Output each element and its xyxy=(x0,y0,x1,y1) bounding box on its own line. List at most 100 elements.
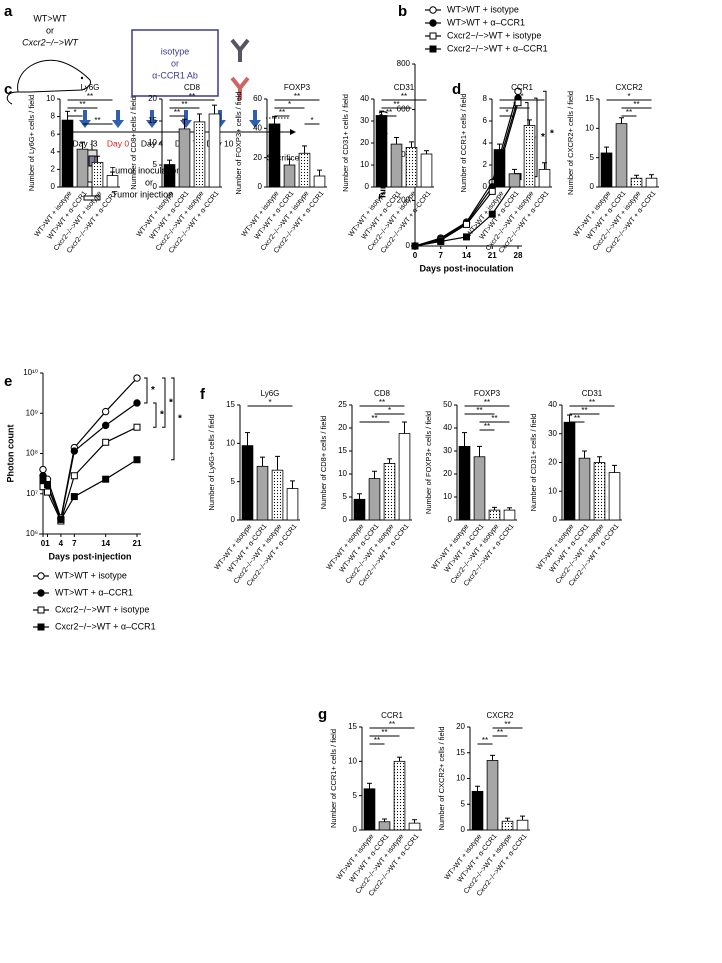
series-line xyxy=(42,459,138,521)
marker xyxy=(488,210,496,218)
bar xyxy=(501,820,514,831)
y-tick-label: 20 xyxy=(148,94,157,103)
y-tick-label: 4 xyxy=(483,138,488,147)
y-axis-label: Number of FOXP3+ cells / field xyxy=(424,411,433,514)
y-axis-label: Number of FOXP3+ cells / field xyxy=(234,91,243,194)
significance-label: ** xyxy=(181,100,187,109)
y-tick-label: 15 xyxy=(348,722,357,731)
significance-label: ** xyxy=(393,100,399,109)
y-tick-label: 0 xyxy=(343,515,348,524)
y-tick-label: 10 xyxy=(46,94,55,103)
marker xyxy=(70,472,78,480)
y-tick-label: 6 xyxy=(483,116,488,125)
y-tick-label: 0 xyxy=(553,515,558,524)
y-tick-label: 10 xyxy=(348,756,357,765)
y-tick-label: 30 xyxy=(548,429,557,438)
bar xyxy=(645,177,658,188)
legend-marker xyxy=(429,19,437,27)
x-tick-label: 1 xyxy=(45,539,50,548)
legend-label: WT>WT + α–CCR1 xyxy=(447,17,525,27)
bar xyxy=(298,152,311,188)
significance-label: ** xyxy=(294,92,300,101)
legend-label: Cxcr2−/−>WT + isotype xyxy=(55,604,149,614)
bar xyxy=(538,168,551,188)
marker xyxy=(411,242,419,250)
significance-bracket xyxy=(162,377,166,428)
marker xyxy=(57,515,65,523)
y-tick-label: 6 xyxy=(51,129,56,138)
bar xyxy=(271,469,284,521)
panel-label: c xyxy=(4,81,12,98)
chart-title: CCR1 xyxy=(511,83,533,92)
bar xyxy=(208,113,221,188)
marker xyxy=(39,465,47,474)
y-tick-label: 10⁹ xyxy=(26,408,38,417)
significance-label: * xyxy=(169,397,173,408)
y-tick-label: 0 xyxy=(365,182,370,191)
x-tick-label: 0 xyxy=(413,251,418,260)
marker xyxy=(133,456,141,464)
chart: 0 5 10 15 20 25 CD8 Number of CD8+ cells / fiel… xyxy=(319,389,412,588)
y-tick-label: 15 xyxy=(148,116,157,125)
group-label: WT>WT xyxy=(33,13,67,23)
x-tick-label: 14 xyxy=(101,539,110,548)
chart-title: CXCR2 xyxy=(486,711,514,720)
bar xyxy=(523,125,536,188)
y-axis-label: Number of CD8+ cells / field xyxy=(319,416,328,510)
significance-bracket xyxy=(534,97,538,178)
chart: 0 10 20 30 40 50 FOXP3 Number of FOXP3+ cells /… xyxy=(424,389,517,588)
significance-label: * xyxy=(520,92,523,101)
y-tick-label: 50 xyxy=(443,400,452,409)
bar xyxy=(630,177,643,188)
bar xyxy=(241,445,254,521)
chart-title: CD31 xyxy=(394,83,415,92)
chart: f 0 5 10 15 Ly6G Number of Ly6G+ cells / field… xyxy=(200,386,300,588)
significance-label: ** xyxy=(389,720,395,729)
bar xyxy=(615,123,628,188)
antibody-icons xyxy=(230,38,250,100)
y-tick-label: 20 xyxy=(338,423,347,432)
significance-bracket xyxy=(171,377,175,461)
y-tick-label: 0 xyxy=(51,182,56,191)
chart: 0 20 40 60 FOXP3 Number of FOXP3+ cells / fie… xyxy=(234,83,327,255)
significance-label: ** xyxy=(374,736,380,745)
day-label: Day -3 xyxy=(72,138,97,148)
y-tick-label: 600 xyxy=(397,105,411,114)
bar xyxy=(383,463,396,521)
y-tick-label: 10 xyxy=(338,469,347,478)
timeline-arrow xyxy=(290,129,296,135)
bar xyxy=(76,148,89,188)
y-axis-label: Number of CXCR2+ cells / field xyxy=(566,91,575,195)
bar xyxy=(488,509,501,521)
significance-label: ** xyxy=(174,108,180,117)
y-tick-label: 0 xyxy=(153,182,158,191)
bar xyxy=(405,146,418,188)
legend-marker xyxy=(37,572,45,580)
bar xyxy=(378,821,391,831)
bar xyxy=(353,498,366,521)
y-tick-label: 25 xyxy=(338,400,347,409)
y-tick-label: 20 xyxy=(443,469,452,478)
x-tick-label: 21 xyxy=(488,251,497,260)
y-axis-label: Photon count xyxy=(5,425,15,483)
significance-label: ** xyxy=(94,116,100,125)
bar xyxy=(471,790,484,831)
y-tick-label: 10 xyxy=(585,123,594,132)
significance-label: ** xyxy=(381,728,387,737)
significance-label: ** xyxy=(633,100,639,109)
chart-title: CD8 xyxy=(374,389,391,398)
marker xyxy=(102,438,110,446)
significance-label: ** xyxy=(581,406,587,415)
marker xyxy=(70,447,79,455)
panel-label: g xyxy=(318,706,327,723)
significance-label: * xyxy=(627,92,630,101)
bar xyxy=(398,433,411,521)
significance-label: ** xyxy=(497,728,503,737)
y-tick-label: 30 xyxy=(443,446,452,455)
bar xyxy=(408,822,421,831)
panel-label: e xyxy=(4,373,12,390)
y-tick-label: 5 xyxy=(353,791,358,800)
chart-title: CXCR2 xyxy=(615,83,643,92)
bar xyxy=(473,456,486,521)
